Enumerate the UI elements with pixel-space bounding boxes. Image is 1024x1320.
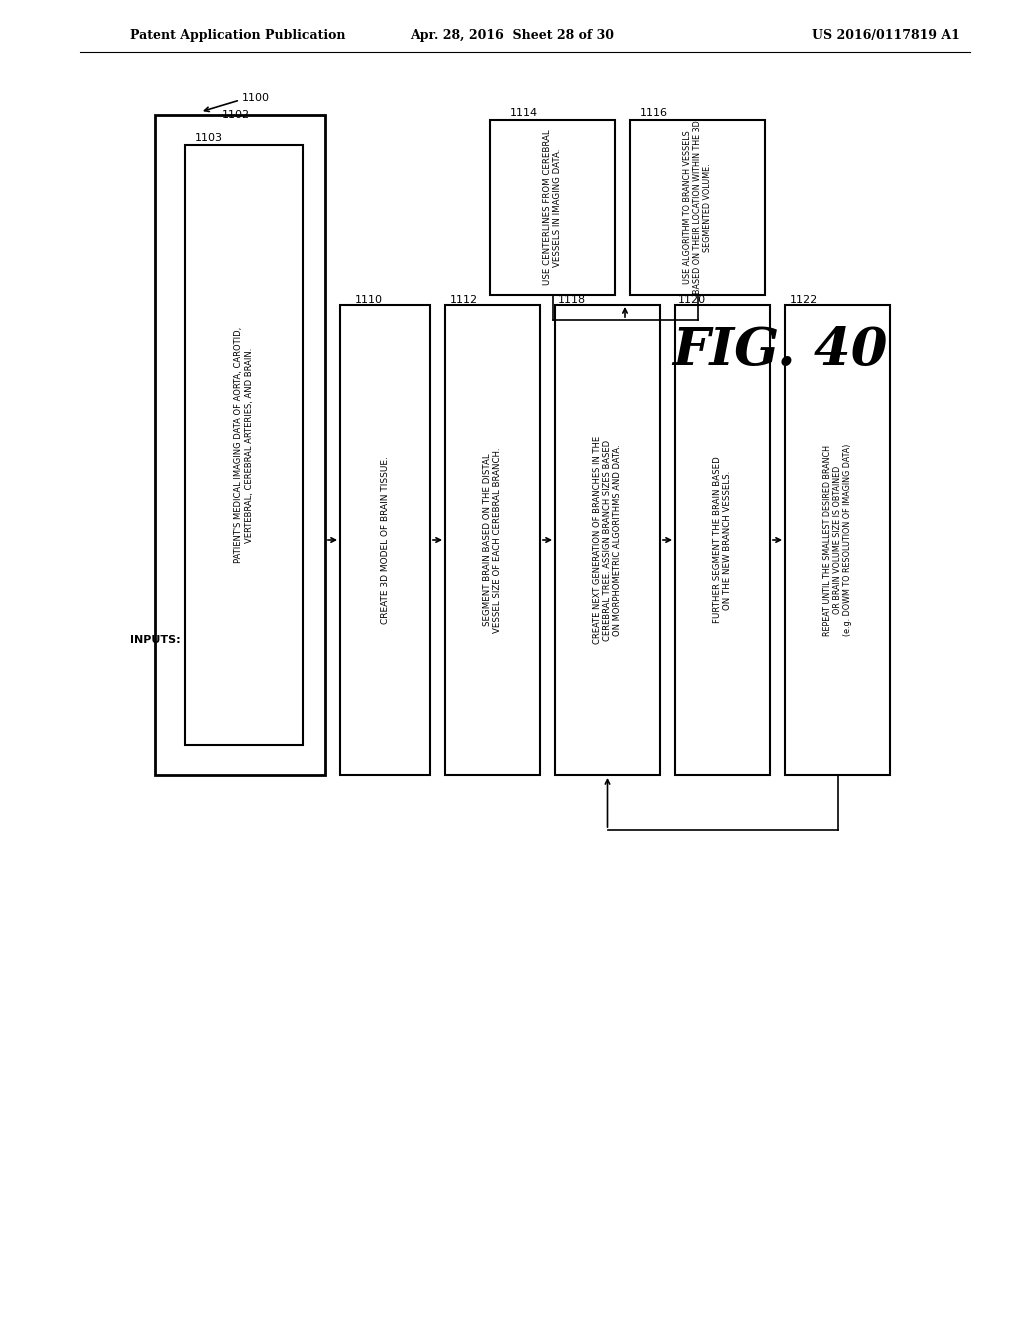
Text: CREATE NEXT GENERATION OF BRANCHES IN THE
CEREBRAL TREE. ASSIGN BRANCH SIZES BAS: CREATE NEXT GENERATION OF BRANCHES IN TH… <box>593 436 623 644</box>
Bar <box>785 305 890 775</box>
Text: USE ALGORITHM TO BRANCH VESSELS
BASED ON THEIR LOCATION WITHIN THE 3D
SEGMENTED : USE ALGORITHM TO BRANCH VESSELS BASED ON… <box>683 120 713 294</box>
Text: 1122: 1122 <box>790 294 818 305</box>
Bar <box>490 120 615 294</box>
Text: 1116: 1116 <box>640 108 668 117</box>
Bar <box>340 305 430 775</box>
Bar <box>155 115 325 775</box>
Text: 1114: 1114 <box>510 108 539 117</box>
Text: INPUTS:: INPUTS: <box>130 635 180 645</box>
Bar <box>555 305 660 775</box>
Text: FIG. 40: FIG. 40 <box>672 325 888 375</box>
Text: Patent Application Publication: Patent Application Publication <box>130 29 345 41</box>
Bar <box>445 305 540 775</box>
Bar <box>185 145 303 744</box>
Text: US 2016/0117819 A1: US 2016/0117819 A1 <box>812 29 961 41</box>
Bar <box>675 305 770 775</box>
Text: 1100: 1100 <box>242 92 270 103</box>
Text: 1120: 1120 <box>678 294 707 305</box>
Text: 1102: 1102 <box>222 110 250 120</box>
Text: SEGMENT BRAIN BASED ON THE DISTAL
VESSEL SIZE OF EACH CEREBRAL BRANCH.: SEGMENT BRAIN BASED ON THE DISTAL VESSEL… <box>482 447 502 632</box>
Text: Apr. 28, 2016  Sheet 28 of 30: Apr. 28, 2016 Sheet 28 of 30 <box>410 29 614 41</box>
Text: 1118: 1118 <box>558 294 586 305</box>
Text: CREATE 3D MODEL OF BRAIN TISSUE.: CREATE 3D MODEL OF BRAIN TISSUE. <box>381 457 389 624</box>
Text: USE CENTERLINES FROM CEREBRAL
VESSELS IN IMAGING DATA.: USE CENTERLINES FROM CEREBRAL VESSELS IN… <box>543 129 562 285</box>
Text: FURTHER SEGMENT THE BRAIN BASED
ON THE NEW BRANCH VESSELS.: FURTHER SEGMENT THE BRAIN BASED ON THE N… <box>713 457 732 623</box>
Bar <box>630 120 765 294</box>
Text: REPEAT UNTIL THE SMALLEST DESIRED BRANCH
OR BRAIN VOLUME SIZE IS OBTAINED
(e.g. : REPEAT UNTIL THE SMALLEST DESIRED BRANCH… <box>822 444 852 636</box>
Text: PATIENT'S MEDICAL IMAGING DATA OF AORTA, CAROTID,
VERTEBRAL, CEREBRAL ARTERIES, : PATIENT'S MEDICAL IMAGING DATA OF AORTA,… <box>234 327 254 564</box>
Text: 1103: 1103 <box>195 133 223 143</box>
Text: 1110: 1110 <box>355 294 383 305</box>
Text: 1112: 1112 <box>450 294 478 305</box>
